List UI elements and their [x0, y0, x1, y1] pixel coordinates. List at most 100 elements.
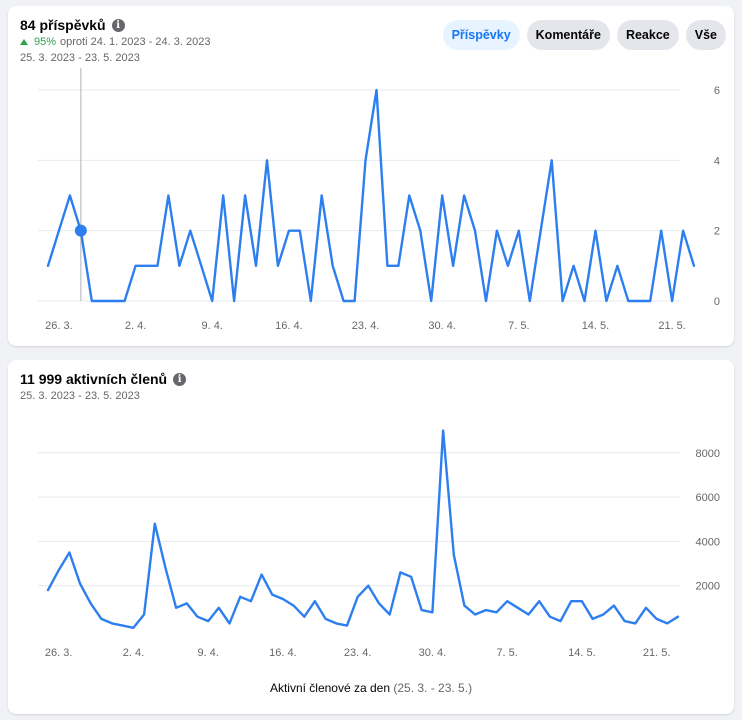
members-card: 11 999 aktivních členů i 25. 3. 2023 - 2…	[8, 360, 734, 714]
data-point	[627, 300, 629, 302]
data-point	[389, 613, 391, 615]
data-point	[518, 230, 520, 232]
data-point	[332, 265, 334, 267]
info-icon[interactable]: i	[111, 18, 125, 32]
data-point	[549, 616, 551, 618]
metric-tabs: Příspěvky Komentáře Reakce Vše	[442, 20, 726, 50]
data-point	[175, 607, 177, 609]
data-point	[113, 300, 115, 302]
data-point	[529, 300, 531, 302]
data-point	[592, 618, 594, 620]
data-point	[164, 567, 166, 569]
data-point	[649, 300, 651, 302]
trend-up-icon	[20, 39, 28, 45]
data-point	[408, 195, 410, 197]
posts-count-label: 84 příspěvků	[20, 17, 106, 33]
data-point	[357, 596, 359, 598]
x-tick-label: 23. 4.	[344, 647, 372, 659]
data-point	[517, 607, 519, 609]
x-tick-label: 16. 4.	[275, 320, 303, 332]
y-tick-label: 8000	[696, 448, 720, 460]
data-point	[474, 230, 476, 232]
data-point	[474, 613, 476, 615]
data-point	[540, 230, 542, 232]
data-point	[410, 576, 412, 578]
x-tick-label: 2. 4.	[125, 320, 146, 332]
data-point	[124, 300, 126, 302]
data-point	[602, 613, 604, 615]
data-point	[132, 627, 134, 629]
posts-card: 84 příspěvků i 95% oproti 24. 1. 2023 - …	[8, 6, 734, 346]
data-point	[211, 300, 213, 302]
data-point	[293, 605, 295, 607]
data-point	[303, 616, 305, 618]
y-tick-label: 4000	[696, 536, 720, 548]
data-point	[496, 230, 498, 232]
data-point	[538, 600, 540, 602]
data-point	[343, 300, 345, 302]
posts-title: 84 příspěvků i	[20, 17, 125, 33]
data-point	[677, 616, 679, 618]
tab-posts[interactable]: Příspěvky	[442, 20, 520, 50]
data-point	[277, 265, 279, 267]
data-point	[135, 265, 137, 267]
data-point	[693, 265, 695, 267]
data-point	[495, 611, 497, 613]
x-tick-label: 14. 5.	[568, 647, 596, 659]
x-tick-label: 16. 4.	[269, 647, 297, 659]
data-point	[154, 523, 156, 525]
y-tick-label: 2	[714, 226, 720, 238]
data-point	[365, 159, 367, 161]
data-point	[310, 300, 312, 302]
info-icon[interactable]: i	[173, 372, 187, 386]
tab-all[interactable]: Vše	[685, 20, 726, 50]
comparison-row: 95% oproti 24. 1. 2023 - 24. 3. 2023	[20, 36, 210, 48]
data-point	[560, 620, 562, 622]
data-point	[207, 620, 209, 622]
data-point	[325, 618, 327, 620]
data-point	[634, 622, 636, 624]
tab-reactions[interactable]: Reakce	[616, 20, 679, 50]
x-tick-label: 9. 4.	[197, 647, 218, 659]
data-point	[441, 195, 443, 197]
data-point	[266, 159, 268, 161]
tab-comments[interactable]: Komentáře	[526, 20, 610, 50]
data-point	[189, 230, 191, 232]
data-point	[463, 195, 465, 197]
y-tick-label: 2000	[696, 581, 720, 593]
data-point	[419, 230, 421, 232]
data-point	[485, 609, 487, 611]
data-point	[397, 265, 399, 267]
data-point	[196, 616, 198, 618]
data-point	[143, 613, 145, 615]
posts-date-range: 25. 3. 2023 - 23. 5. 2023	[20, 52, 140, 64]
members-line-chart[interactable]: 2000 4000 6000 8000 26. 3. 2. 4. 9. 4. 16. 4. 23…	[8, 360, 734, 714]
data-point	[378, 602, 380, 604]
data-point	[375, 89, 377, 91]
series-line	[46, 429, 680, 629]
data-point	[581, 600, 583, 602]
members-title: 11 999 aktivních členů i	[20, 371, 187, 387]
data-point	[442, 430, 444, 432]
data-point	[421, 609, 423, 611]
x-tick-label: 7. 5.	[496, 647, 517, 659]
data-point	[178, 265, 180, 267]
data-point	[682, 230, 684, 232]
x-tick-label: 7. 5.	[508, 320, 529, 332]
data-point	[431, 611, 433, 613]
data-point	[507, 265, 509, 267]
data-point	[453, 554, 455, 556]
data-point	[638, 300, 640, 302]
data-point	[584, 300, 586, 302]
data-point	[91, 300, 93, 302]
data-point	[250, 600, 252, 602]
posts-line-chart[interactable]: 0 2 4 6 26. 3. 2. 4. 9. 4. 16. 4. 23. 4. 30. 4. 7.…	[8, 6, 734, 346]
data-point	[222, 195, 224, 197]
data-point	[122, 625, 124, 627]
x-tick-label: 14. 5.	[582, 320, 610, 332]
data-point	[613, 605, 615, 607]
data-point	[261, 574, 263, 576]
data-point	[452, 265, 454, 267]
data-point	[616, 265, 618, 267]
x-tick-label: 30. 4.	[428, 320, 456, 332]
